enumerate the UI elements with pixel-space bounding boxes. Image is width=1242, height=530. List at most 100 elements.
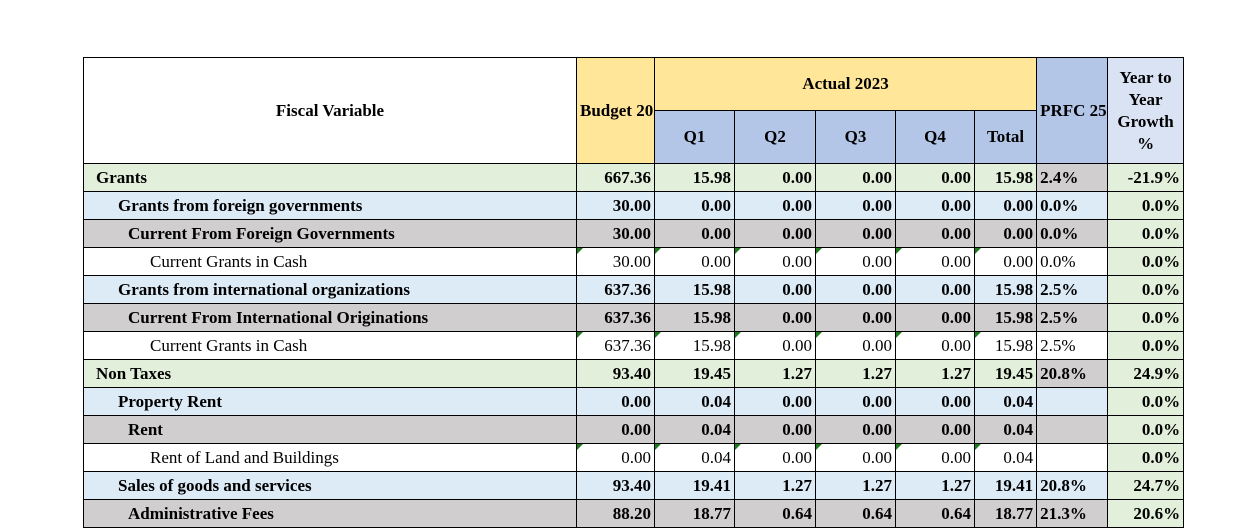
fiscal-variable-header: Fiscal Variable [83,57,577,164]
prfc-cell: 0.0% [1036,247,1109,276]
q1-cell: 0.00 [654,247,735,276]
row-label: Rent of Land and Buildings [83,443,577,472]
budget-cell: 637.36 [576,303,655,332]
budget-cell: 0.00 [576,415,655,444]
total-cell: 0.00 [973,247,1038,276]
q3-cell: 0.00 [815,219,896,248]
growth-cell: 20.6% [1107,499,1185,528]
growth-cell: 0.0% [1107,219,1185,248]
prfc-cell [1036,443,1109,472]
q1-cell: 19.41 [654,471,735,500]
q1-cell: 15.98 [654,303,735,332]
total-cell: 0.00 [973,219,1038,248]
q1-cell: 0.00 [654,191,735,220]
q3-header: Q3 [815,110,896,164]
table-row: Current From Foreign Governments 30.00 0.0… [83,219,1185,248]
q3-cell: 0.00 [815,443,896,472]
growth-cell: 0.0% [1107,191,1185,220]
q1-cell: 19.45 [654,359,735,388]
q1-cell: 0.00 [654,219,735,248]
row-label: Current From International Originations [83,303,577,332]
q4-cell: 0.00 [895,219,975,248]
budget-cell: 637.36 [576,275,655,304]
q3-cell: 0.00 [815,275,896,304]
growth-cell: -21.9% [1107,163,1185,192]
total-cell: 15.98 [973,303,1038,332]
total-cell: 15.98 [973,275,1038,304]
q3-cell: 0.00 [815,387,896,416]
q2-cell: 0.00 [734,443,816,472]
table-row: Current Grants in Cash 637.36 15.98 0.00 0.0… [83,331,1185,360]
q1-cell: 18.77 [654,499,735,528]
growth-cell: 0.0% [1107,275,1185,304]
total-cell: 0.04 [973,415,1038,444]
budget-header: Budget 2023 [576,57,655,164]
q4-cell: 1.27 [895,359,975,388]
budget-cell: 88.20 [576,499,655,528]
table-row: Rent of Land and Buildings 0.00 0.04 0.00 0.… [83,443,1185,472]
total-cell: 18.77 [973,499,1038,528]
row-label: Grants from foreign governments [83,191,577,220]
q4-cell: 0.00 [895,275,975,304]
prfc-cell [1036,415,1109,444]
q1-cell: 15.98 [654,331,735,360]
fiscal-table: Fiscal Variable Budget 2023 Actual 2023 … [83,57,1185,528]
q4-cell: 0.00 [895,247,975,276]
q4-header: Q4 [895,110,975,164]
prfc-cell: 21.3% [1036,499,1109,528]
row-label: Current From Foreign Governments [83,219,577,248]
q4-cell: 0.00 [895,191,975,220]
growth-cell: 0.0% [1107,415,1185,444]
q1-cell: 0.04 [654,443,735,472]
growth-header: Year to Year Growth % [1107,57,1185,164]
row-label: Current Grants in Cash [83,331,577,360]
budget-cell: 0.00 [576,387,655,416]
prfc-cell: 0.0% [1036,219,1109,248]
growth-cell: 0.0% [1107,247,1185,276]
total-cell: 15.98 [973,163,1038,192]
q4-cell: 0.00 [895,387,975,416]
table-row: Rent 0.00 0.04 0.00 0.00 0.00 0.04 0.0% [83,415,1185,444]
q2-cell: 0.00 [734,387,816,416]
table-row: Administrative Fees 88.20 18.77 0.64 0.64 0.6… [83,499,1185,528]
table-row: Current Grants in Cash 30.00 0.00 0.00 0.00 0… [83,247,1185,276]
q1-cell: 15.98 [654,275,735,304]
row-label: Rent [83,415,577,444]
table-row: Grants from foreign governments 30.00 0.00… [83,191,1185,220]
q2-cell: 0.00 [734,163,816,192]
total-cell: 15.98 [973,331,1038,360]
total-cell: 19.45 [973,359,1038,388]
budget-cell: 30.00 [576,191,655,220]
q1-cell: 0.04 [654,387,735,416]
prfc-cell: 20.8% [1036,359,1109,388]
q2-cell: 0.00 [734,191,816,220]
growth-cell: 24.9% [1107,359,1185,388]
row-label: Administrative Fees [83,499,577,528]
prfc-cell: 2.4% [1036,163,1109,192]
q1-cell: 0.04 [654,415,735,444]
q4-cell: 0.00 [895,415,975,444]
total-cell: 19.41 [973,471,1038,500]
budget-cell: 637.36 [576,331,655,360]
row-label: Grants from international organizations [83,275,577,304]
q3-cell: 0.00 [815,331,896,360]
q2-cell: 0.00 [734,219,816,248]
q3-cell: 0.64 [815,499,896,528]
budget-cell: 93.40 [576,471,655,500]
q2-cell: 0.00 [734,303,816,332]
q3-cell: 1.27 [815,359,896,388]
actual-header: Actual 2023 [653,57,1038,111]
q1-header: Q1 [654,110,735,164]
q3-cell: 0.00 [815,303,896,332]
q2-header: Q2 [734,110,816,164]
q3-cell: 0.00 [815,163,896,192]
q4-cell: 1.27 [895,471,975,500]
budget-cell: 0.00 [576,443,655,472]
q2-cell: 0.00 [734,247,816,276]
q2-cell: 1.27 [734,471,816,500]
q2-cell: 0.00 [734,415,816,444]
total-header: Total [973,110,1038,164]
prfc-header: PRFC 25% [1036,57,1109,164]
row-label: Property Rent [83,387,577,416]
budget-cell: 30.00 [576,247,655,276]
